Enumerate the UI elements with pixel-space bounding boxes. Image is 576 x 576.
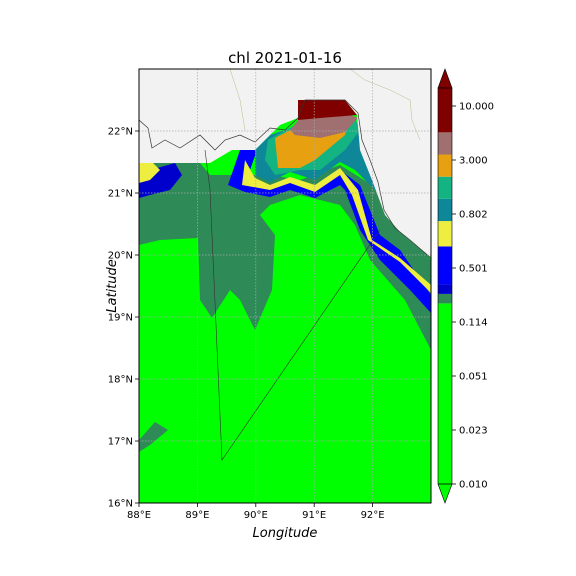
colorbar-tick-label: 0.114 (459, 318, 488, 329)
lon-tick-label: 90°E (244, 510, 268, 521)
chl-band-9 (298, 100, 357, 120)
lat-tick-label: 19°N (108, 313, 133, 324)
lat-tick-label: 16°N (108, 499, 133, 510)
inland-border (229, 69, 421, 141)
colorbar-segment (438, 284, 452, 294)
colorbar-frame (437, 87, 453, 485)
colorbar-extend-max (437, 68, 453, 89)
lon-tick-label: 88°E (127, 510, 151, 521)
colorbar-segment (438, 132, 452, 155)
latitude-ticks: 16°N 17°N 18°N 19°N 20°N 21°N 22°N (108, 127, 139, 510)
lon-tick-label: 91°E (302, 510, 326, 521)
colorbar-tick-label: 10.000 (459, 102, 494, 113)
colorbar-tick-label: 0.501 (459, 264, 488, 275)
lat-tick-label: 17°N (108, 437, 133, 448)
colorbar-segment (438, 176, 452, 199)
map-frame (138, 68, 432, 504)
chl-band-3-coast (228, 150, 431, 313)
boundary-lines (204, 149, 381, 461)
longitude-ticks: 88°E 89°E 90°E 91°E 92°E (127, 503, 385, 521)
y-axis-label: Latitude (105, 259, 120, 313)
map-title: chl 2021-01-16 (228, 49, 342, 67)
gridlines (139, 69, 431, 503)
colorbar-segment (438, 154, 452, 177)
colorbar-tick-label: 0.802 (459, 210, 488, 221)
colorbar: 0.010 0.023 0.051 0.114 0.501 0.802 3.000 10.00… (437, 68, 494, 504)
lat-tick-label: 22°N (108, 127, 133, 138)
colorbar-tick-label: 0.023 (459, 426, 488, 437)
chl-band-8 (290, 113, 358, 138)
colorbar-segment (438, 88, 452, 133)
lon-tick-label: 92°E (361, 510, 385, 521)
x-axis-label: Longitude (253, 526, 318, 541)
lat-tick-label: 18°N (108, 375, 133, 386)
colorbar-segment (438, 293, 452, 304)
colorbar-extend-min (437, 483, 453, 504)
land-mask-west-edge (139, 118, 150, 152)
colorbar-tick-label: 3.000 (459, 156, 488, 167)
lat-tick-label: 20°N (108, 251, 133, 262)
lon-tick-label: 89°E (185, 510, 209, 521)
colorbar-segment (438, 221, 452, 247)
colorbar-segment (438, 198, 452, 222)
colorbar-segment (438, 303, 452, 484)
colorbar-segment (438, 246, 452, 285)
chl-band-1-southwest (139, 422, 168, 452)
map-area (139, 69, 431, 503)
coastline (139, 99, 431, 259)
land-mask (139, 69, 431, 258)
colorbar-tick-label: 0.051 (459, 372, 488, 383)
lat-tick-label: 21°N (108, 189, 133, 200)
colorbar-tick-label: 0.010 (459, 480, 488, 491)
